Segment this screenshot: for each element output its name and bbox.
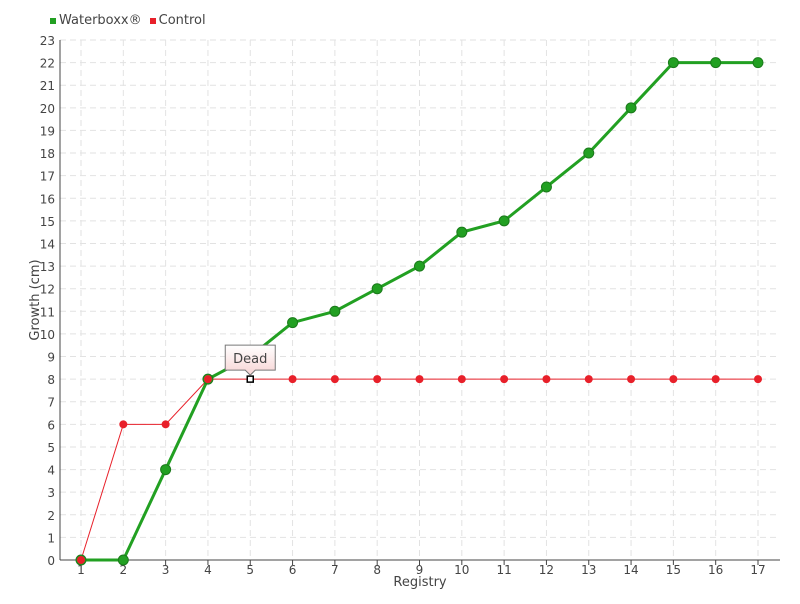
x-tick-label: 3 bbox=[162, 563, 170, 577]
data-point-control bbox=[373, 375, 382, 384]
x-tick-label: 13 bbox=[581, 563, 596, 577]
legend-label: Control bbox=[158, 13, 206, 28]
data-point-waterboxx bbox=[667, 57, 679, 69]
y-tick-label: 17 bbox=[40, 170, 55, 184]
data-point-control bbox=[584, 375, 593, 384]
y-tick-label: 13 bbox=[40, 260, 55, 274]
legend-item-waterboxx[interactable]: Waterboxx® bbox=[50, 13, 142, 28]
data-point-control bbox=[542, 375, 551, 384]
data-point-control bbox=[203, 375, 212, 384]
tooltip-text: Dead bbox=[233, 352, 267, 367]
data-point-control bbox=[457, 375, 466, 384]
data-point-waterboxx bbox=[625, 102, 637, 114]
x-tick-label: 6 bbox=[289, 563, 297, 577]
data-point-control bbox=[330, 375, 339, 384]
x-tick-label: 15 bbox=[666, 563, 681, 577]
data-point-control bbox=[288, 375, 297, 384]
y-tick-label: 10 bbox=[40, 328, 55, 342]
y-tick-label: 7 bbox=[47, 396, 55, 410]
y-tick-label: 3 bbox=[47, 486, 55, 500]
x-tick-label: 1 bbox=[77, 563, 85, 577]
x-tick-label: 4 bbox=[204, 563, 212, 577]
data-point-waterboxx bbox=[329, 305, 341, 317]
x-tick-label: 17 bbox=[750, 563, 765, 577]
x-tick-label: 9 bbox=[416, 563, 424, 577]
data-point-control bbox=[415, 375, 424, 384]
data-point-control bbox=[669, 375, 678, 384]
y-tick-label: 19 bbox=[40, 124, 55, 138]
data-point-control bbox=[711, 375, 720, 384]
y-axis-label: Growth (cm) bbox=[28, 259, 43, 340]
data-point-waterboxx bbox=[583, 147, 595, 159]
y-tick-label: 18 bbox=[40, 147, 55, 161]
x-tick-label: 8 bbox=[373, 563, 381, 577]
legend-swatch bbox=[50, 17, 56, 24]
legend: Waterboxx® Control bbox=[50, 13, 206, 28]
y-tick-label: 1 bbox=[47, 531, 55, 545]
y-tick-label: 8 bbox=[47, 373, 55, 387]
x-tick-label: 14 bbox=[623, 563, 638, 577]
tooltip-box bbox=[224, 344, 276, 376]
y-tick-label: 4 bbox=[47, 464, 55, 478]
y-tick-label: 23 bbox=[40, 34, 55, 48]
x-axis-label: Registry bbox=[393, 575, 447, 590]
y-tick-label: 15 bbox=[40, 215, 55, 229]
data-point-control-highlighted bbox=[246, 375, 254, 383]
data-point-control bbox=[627, 375, 636, 384]
y-tick-label: 21 bbox=[40, 79, 55, 93]
legend-item-control[interactable]: Control bbox=[149, 13, 206, 28]
data-point-waterboxx bbox=[287, 317, 299, 329]
data-point-waterboxx bbox=[498, 215, 510, 227]
y-tick-label: 11 bbox=[40, 305, 55, 319]
data-point-waterboxx bbox=[160, 464, 172, 476]
y-tick-label: 6 bbox=[47, 418, 55, 432]
y-tick-label: 2 bbox=[47, 509, 55, 523]
legend-label: Waterboxx® bbox=[59, 13, 142, 28]
y-tick-label: 20 bbox=[40, 102, 55, 116]
data-point-waterboxx bbox=[540, 181, 552, 193]
data-point-control bbox=[77, 556, 85, 564]
x-tick-label: 2 bbox=[119, 563, 127, 577]
y-tick-label: 22 bbox=[40, 57, 55, 71]
data-point-waterboxx bbox=[752, 57, 764, 69]
y-tick-label: 12 bbox=[40, 283, 55, 297]
x-tick-label: 5 bbox=[246, 563, 254, 577]
data-point-control bbox=[500, 375, 509, 384]
data-point-control bbox=[119, 420, 128, 429]
x-tick-label: 7 bbox=[331, 563, 339, 577]
x-tick-label: 11 bbox=[496, 563, 511, 577]
x-tick-label: 10 bbox=[454, 563, 469, 577]
y-tick-label: 5 bbox=[47, 441, 55, 455]
y-tick-label: 16 bbox=[40, 192, 55, 206]
y-tick-label: 0 bbox=[47, 554, 55, 568]
x-tick-label: 12 bbox=[539, 563, 554, 577]
data-point-waterboxx bbox=[414, 260, 425, 272]
data-point-control bbox=[161, 420, 170, 429]
x-tick-label: 16 bbox=[708, 563, 723, 577]
data-point-waterboxx bbox=[710, 57, 722, 69]
y-tick-label: 14 bbox=[40, 237, 55, 251]
legend-swatch bbox=[149, 17, 156, 24]
data-point-waterboxx bbox=[456, 226, 468, 238]
data-point-waterboxx bbox=[371, 283, 383, 295]
data-point-waterboxx bbox=[117, 554, 129, 566]
y-tick-label: 9 bbox=[47, 351, 55, 365]
data-point-control bbox=[754, 375, 762, 384]
